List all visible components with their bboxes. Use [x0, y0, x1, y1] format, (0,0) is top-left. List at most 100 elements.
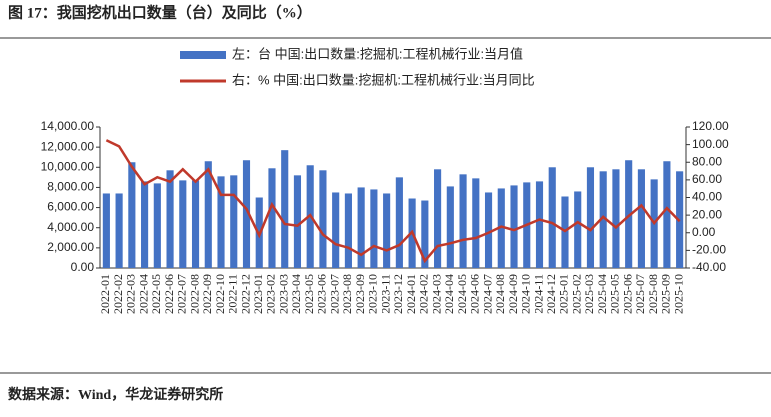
x-tick-label: 2025-04 — [595, 274, 609, 314]
bar — [102, 193, 110, 268]
bar — [191, 180, 200, 268]
bar — [115, 193, 123, 268]
x-tick-label: 2023-12 — [391, 274, 405, 314]
bar — [535, 181, 544, 268]
x-tick-label: 2024-04 — [442, 274, 456, 314]
bar — [484, 192, 493, 268]
x-tick-label: 2023-10 — [366, 274, 380, 314]
x-tick-label: 2024-05 — [455, 274, 469, 314]
x-tick-label: 2022-10 — [213, 274, 227, 314]
bar — [446, 186, 454, 268]
x-tick-label: 2022-04 — [136, 274, 150, 314]
y-tick-label: 0.00 — [71, 260, 95, 274]
bar — [421, 200, 429, 268]
x-tick-label: 2023-04 — [289, 274, 303, 314]
bar — [434, 169, 442, 268]
x-tick-label: 2023-01 — [251, 274, 265, 314]
y-tick-label: 12,000.00 — [41, 139, 95, 153]
x-tick-label: 2022-08 — [187, 274, 201, 314]
y2-tick-label: 60.00 — [692, 172, 722, 186]
bar — [204, 161, 212, 268]
chart-title: 图 17：我国挖机出口数量（台）及同比（%） — [8, 3, 312, 21]
x-tick-label: 2024-10 — [519, 274, 533, 314]
y-tick-label: 10,000.00 — [41, 159, 95, 173]
x-tick-label: 2022-03 — [124, 274, 138, 314]
x-tick-label: 2022-09 — [200, 274, 214, 314]
x-tick-label: 2022-12 — [238, 274, 252, 314]
x-tick-label: 2025-08 — [646, 274, 660, 314]
bar — [459, 174, 467, 268]
y-tick-label: 8,000.00 — [47, 180, 94, 194]
x-tick-label: 2024-02 — [417, 274, 431, 314]
x-tick-label: 2024-01 — [404, 274, 418, 314]
y-tick-label: 4,000.00 — [47, 220, 94, 234]
x-tick-label: 2023-11 — [378, 274, 392, 314]
bar — [268, 168, 276, 268]
y2-tick-label: 120.00 — [692, 119, 729, 133]
x-tick-label: 2022-11 — [226, 274, 240, 314]
x-tick-label: 2022-06 — [162, 274, 176, 314]
y2-tick-label: -20.00 — [692, 243, 726, 257]
legend-label: 左：台 中国:出口数量:挖掘机:工程机械行业:当月值 — [232, 46, 523, 61]
bar — [497, 188, 505, 268]
bar — [548, 167, 556, 268]
x-tick-label: 2025-07 — [633, 274, 647, 314]
y-tick-label: 14,000.00 — [41, 119, 95, 133]
bar — [128, 162, 136, 268]
x-tick-label: 2025-06 — [620, 274, 634, 314]
x-tick-label: 2025-01 — [557, 274, 571, 314]
bar — [242, 160, 251, 268]
x-tick-label: 2024-11 — [531, 274, 545, 314]
bar — [293, 175, 302, 268]
bar — [663, 161, 671, 268]
x-tick-label: 2024-09 — [506, 274, 520, 314]
x-tick-label: 2024-06 — [468, 274, 482, 314]
bar — [179, 180, 187, 268]
x-tick-label: 2023-07 — [327, 274, 341, 314]
x-tick-label: 2022-05 — [149, 274, 163, 314]
bar — [332, 192, 340, 268]
bar — [153, 183, 161, 268]
y2-tick-label: 20.00 — [692, 207, 722, 221]
bar — [217, 176, 225, 268]
x-tick-label: 2022-07 — [175, 274, 189, 314]
x-tick-label: 2022-01 — [98, 274, 112, 314]
source: 数据来源：Wind，华龙证券研究所 — [8, 386, 223, 403]
x-tick-label: 2025-09 — [659, 274, 673, 314]
x-tick-label: 2023-02 — [264, 274, 278, 314]
x-tick-label: 2024-03 — [429, 274, 443, 314]
legend-swatch — [180, 51, 226, 59]
x-tick-label: 2024-08 — [493, 274, 507, 314]
x-tick-label: 2025-03 — [582, 274, 596, 314]
x-tick-label: 2022-02 — [111, 274, 125, 314]
y2-tick-label: -40.00 — [692, 260, 726, 274]
x-tick-label: 2023-06 — [315, 274, 329, 314]
bar — [612, 169, 620, 268]
x-tick-label: 2023-08 — [340, 274, 354, 314]
bar — [281, 150, 289, 268]
legend-label: 右：% 中国:出口数量:挖掘机:工程机械行业:当月同比 — [232, 72, 535, 87]
x-tick-label: 2024-07 — [480, 274, 494, 314]
bar — [472, 178, 480, 268]
x-tick-label: 2023-03 — [276, 274, 290, 314]
line — [105, 139, 681, 264]
bar — [586, 167, 595, 268]
bar — [383, 193, 391, 268]
bar — [510, 185, 518, 268]
bar — [166, 170, 174, 268]
y2-tick-label: 100.00 — [692, 137, 729, 151]
bar — [395, 177, 403, 268]
bar — [599, 171, 607, 268]
y2-tick-label: 0.00 — [692, 225, 716, 239]
bar — [141, 181, 149, 268]
bar — [574, 191, 582, 268]
bar — [637, 169, 645, 268]
y2-tick-label: 40.00 — [692, 190, 722, 204]
y-tick-label: 2,000.00 — [47, 240, 94, 254]
x-tick-label: 2023-09 — [353, 274, 367, 314]
bar — [344, 193, 352, 268]
bar — [625, 160, 633, 268]
bar — [357, 187, 365, 268]
y2-tick-label: 80.00 — [692, 154, 722, 168]
